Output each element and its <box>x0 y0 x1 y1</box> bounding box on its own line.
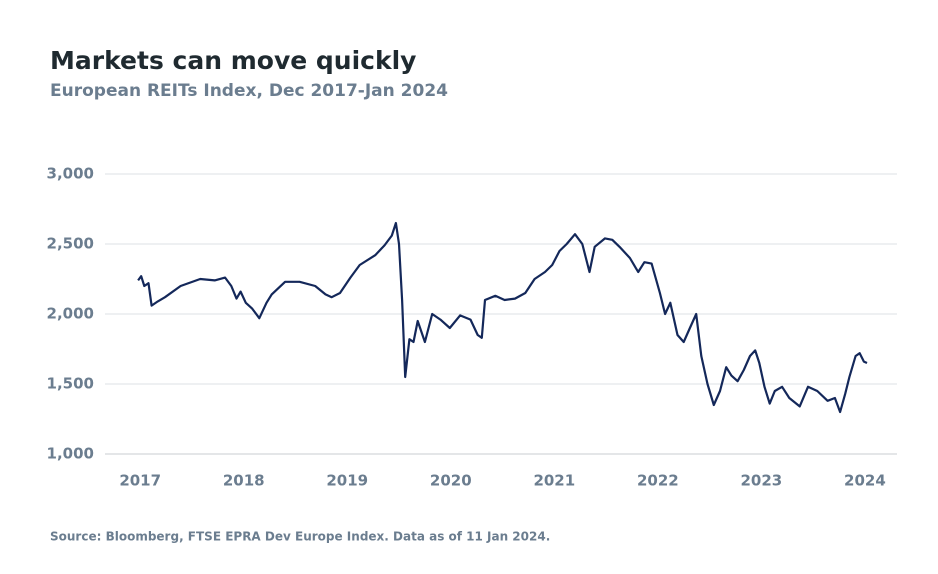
y-tick-label: 1,000 <box>47 445 94 463</box>
x-tick-label: 2017 <box>119 472 161 490</box>
x-tick-label: 2020 <box>430 472 472 490</box>
y-tick-label: 1,500 <box>47 375 94 393</box>
x-tick-label: 2024 <box>844 472 886 490</box>
y-tick-label: 2,500 <box>47 235 94 253</box>
x-tick-label: 2023 <box>741 472 783 490</box>
y-tick-label: 3,000 <box>47 165 94 183</box>
x-tick-label: 2019 <box>326 472 368 490</box>
x-tick-label: 2018 <box>223 472 265 490</box>
y-tick-label: 2,000 <box>47 305 94 323</box>
index-line <box>137 221 868 414</box>
chart-subtitle: European REITs Index, Dec 2017-Jan 2024 <box>50 81 448 101</box>
chart-title: Markets can move quickly <box>50 46 416 75</box>
x-tick-label: 2022 <box>637 472 679 490</box>
x-tick-label: 2021 <box>533 472 575 490</box>
source-note: Source: Bloomberg, FTSE EPRA Dev Europe … <box>50 530 550 544</box>
